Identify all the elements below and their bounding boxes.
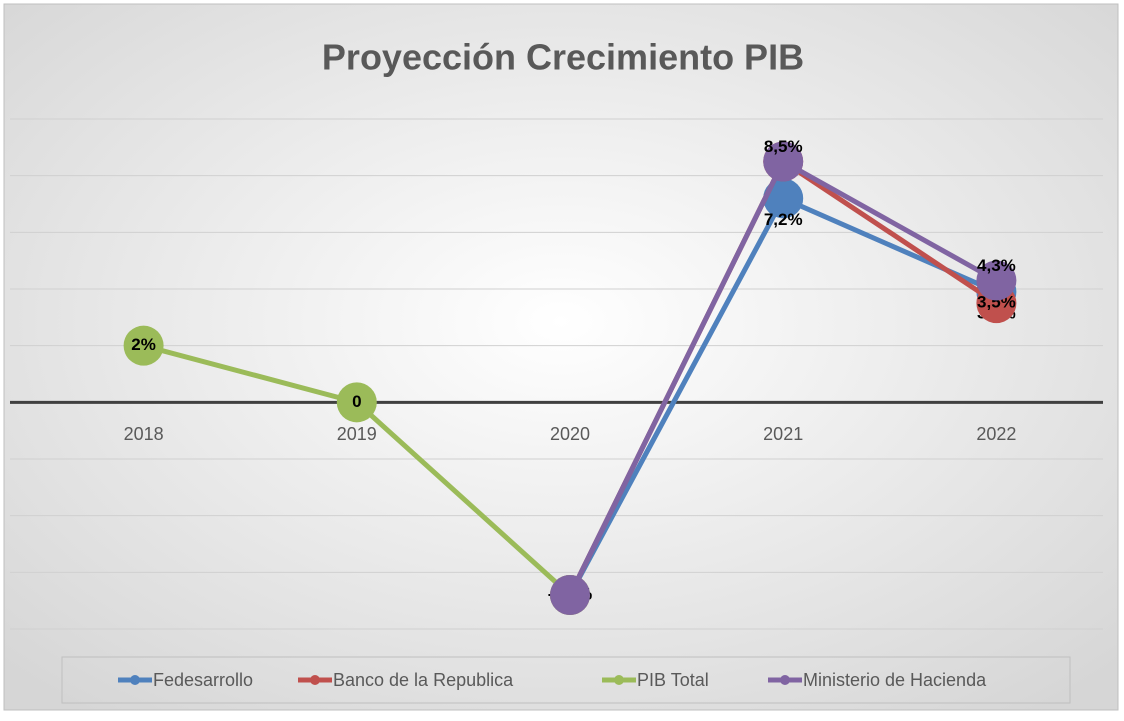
legend-label: Ministerio de Hacienda	[803, 670, 987, 690]
x-tick-label: 2018	[124, 424, 164, 444]
marker	[976, 260, 1017, 301]
legend-label: Fedesarrollo	[153, 670, 253, 690]
x-tick-label: 2020	[550, 424, 590, 444]
legend-marker	[614, 675, 624, 685]
marker	[550, 575, 590, 615]
legend-marker	[780, 675, 790, 685]
x-tick-label: 2021	[763, 424, 803, 444]
data-label: 7,2%	[764, 210, 803, 229]
marker	[123, 325, 164, 366]
data-label: 4,3%	[977, 256, 1016, 275]
data-label: 8,5%	[764, 137, 803, 156]
marker	[336, 382, 377, 423]
chart-title: Proyección Crecimiento PIB	[322, 37, 804, 78]
data-label: 2%	[131, 335, 156, 354]
x-tick-label: 2022	[976, 424, 1016, 444]
legend-box	[61, 656, 1071, 704]
legend-marker	[310, 675, 320, 685]
marker	[763, 178, 804, 219]
legend-label: Banco de la Republica	[333, 670, 514, 690]
legend-label: PIB Total	[637, 670, 709, 690]
data-label: 0	[352, 392, 361, 411]
x-tick-label: 2019	[337, 424, 377, 444]
legend-marker	[130, 675, 140, 685]
marker	[763, 141, 804, 182]
